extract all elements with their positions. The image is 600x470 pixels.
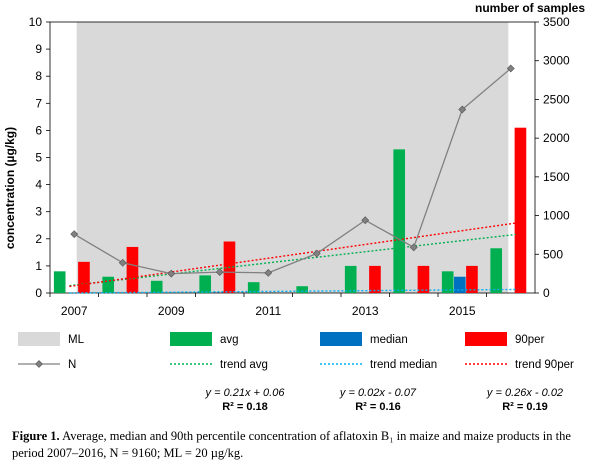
- legend-label-ML: ML: [68, 334, 85, 346]
- n-line: [70, 64, 515, 278]
- x-tick-label-2013: 2013: [352, 304, 379, 318]
- n-point-2010: [215, 268, 224, 277]
- legend-swatch-avg: [170, 332, 212, 346]
- trend-lines: [69, 222, 516, 294]
- equation-90per-line: y = 0.26x - 0.02: [486, 387, 564, 399]
- y-tick-label: 8: [35, 69, 42, 83]
- legend: ML avg median 90per N trend avg trend median tr…: [18, 332, 574, 371]
- n-point-2016: [506, 64, 515, 73]
- trendline-trend-90per: [69, 222, 516, 288]
- bar-90per-2008: [126, 246, 139, 293]
- legend-label-avg: avg: [220, 334, 239, 346]
- bar-avg-2007: [53, 271, 66, 293]
- equation-90per-r2: R² = 0.19: [502, 401, 548, 413]
- x-tick-label-2011: 2011: [255, 304, 281, 318]
- legend-swatch-median: [320, 332, 362, 346]
- n-point-2012: [312, 249, 321, 258]
- y2-tick-label: 3000: [543, 54, 570, 68]
- y-axis-label: concentration (µg/kg): [3, 127, 17, 249]
- x-tick-label-2007: 2007: [61, 304, 88, 318]
- equation-avg-line: y = 0.21x + 0.06: [205, 387, 285, 399]
- bar-avg-2012: [296, 286, 309, 293]
- figure-caption: Figure 1. Average, median and 90th perce…: [12, 428, 592, 462]
- bar-avg-2014: [393, 149, 406, 293]
- bar-90per-2013: [369, 265, 381, 293]
- bar-avg-2011: [247, 282, 260, 293]
- y-tick-label: 7: [35, 96, 42, 110]
- y-tick-label: 9: [35, 42, 42, 56]
- legend-label-trend-median: trend median: [370, 359, 437, 371]
- y2-axis-label: number of samples: [475, 1, 585, 15]
- caption-label: Figure 1.: [12, 429, 60, 443]
- legend-swatch-90per: [465, 332, 507, 346]
- equation-median: y = 0.02x - 0.07 R² = 0.16: [313, 386, 443, 414]
- n-point-2007: [70, 230, 79, 239]
- bar-median-2015: [454, 276, 466, 293]
- equation-median-r2: R² = 0.16: [355, 401, 401, 413]
- legend-label-trend-avg: trend avg: [220, 359, 268, 371]
- bar-avg-2009: [150, 280, 163, 293]
- n-point-2013: [361, 216, 370, 225]
- equation-avg: y = 0.21x + 0.06 R² = 0.18: [180, 386, 310, 414]
- bar-avg-2016: [490, 248, 503, 293]
- bar-90per-2014: [417, 265, 430, 293]
- legend-swatch-ML: [18, 332, 60, 346]
- y-tick-label: 5: [35, 151, 42, 165]
- y-tick-label: 4: [35, 178, 42, 192]
- legend-label-median: median: [370, 334, 408, 346]
- bar-avg-2010: [199, 275, 212, 293]
- x-tick-label-2015: 2015: [449, 304, 476, 318]
- y-tick-label: 6: [35, 123, 42, 137]
- n-point-2014: [409, 243, 418, 252]
- legend-label-trend-90per: trend 90per: [515, 359, 574, 371]
- legend-label-90per: 90per: [515, 334, 545, 346]
- n-point-2011: [264, 268, 273, 277]
- bar-90per-2007: [78, 261, 90, 293]
- y-tick-label: 0: [35, 286, 42, 300]
- n-point-2008: [118, 258, 127, 267]
- y-tick-label: 2: [35, 232, 42, 246]
- axes: 0 1 2 3 4 5 6 7 8 9 10 0 500 1000 1500 2000 2500 3000 3500…: [29, 15, 570, 318]
- x-tick-label-2009: 2009: [158, 304, 185, 318]
- y2-tick-label: 2500: [543, 92, 570, 106]
- legend-label-N: N: [68, 359, 76, 371]
- trendline-trend-avg: [69, 233, 516, 287]
- y2-tick-label: 1000: [543, 209, 570, 223]
- y2-tick-label: 500: [543, 247, 563, 261]
- y2-tick-label: 3500: [543, 15, 570, 29]
- equation-avg-r2: R² = 0.18: [222, 401, 268, 413]
- n-series-line: [73, 67, 512, 275]
- y-tick-label: 3: [35, 205, 42, 219]
- legend-marker-N: [35, 360, 43, 368]
- equation-median-line: y = 0.02x - 0.07: [339, 387, 417, 399]
- equation-90per: y = 0.26x - 0.02 R² = 0.19: [460, 386, 590, 414]
- bar-avg-2008: [102, 276, 115, 293]
- bar-avg-2013: [344, 265, 357, 293]
- ml-band: [76, 22, 509, 293]
- n-point-2009: [167, 269, 176, 278]
- bar-90per-2016: [514, 127, 527, 293]
- bar-avg-2015: [441, 271, 454, 293]
- n-point-2015: [458, 105, 467, 114]
- caption-text: Average, median and 90th percentile conc…: [12, 429, 571, 460]
- y-tick-label: 10: [29, 15, 43, 29]
- y2-tick-label: 2000: [543, 131, 570, 145]
- y2-tick-label: 1500: [543, 170, 570, 184]
- y-tick-label: 1: [35, 259, 42, 273]
- y2-tick-label: 0: [543, 286, 550, 300]
- bar-90per-2015: [466, 265, 478, 293]
